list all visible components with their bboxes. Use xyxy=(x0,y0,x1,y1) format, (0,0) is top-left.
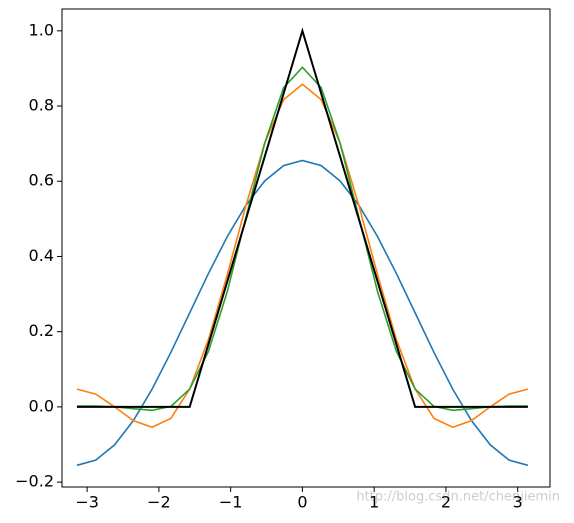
line xyxy=(76,159,529,467)
x-tick-label: −1 xyxy=(219,493,243,512)
x-tick-label: 0 xyxy=(297,493,307,512)
y-tick-label: 0.6 xyxy=(29,171,54,190)
y-tick-label: 0.4 xyxy=(29,246,54,265)
x-tick-label: −2 xyxy=(147,493,171,512)
y-tick-label: 0.8 xyxy=(29,96,54,115)
y-tick-label: −0.2 xyxy=(15,472,54,491)
y-tick-label: 1.0 xyxy=(29,20,54,39)
x-tick-label: 1 xyxy=(369,493,379,512)
y-tick-label: 0.0 xyxy=(29,396,54,415)
plot-frame xyxy=(61,8,551,488)
x-tick-label: 2 xyxy=(441,493,451,512)
watermark: http://blog.csdn.net/chenjiemin xyxy=(356,490,560,505)
line xyxy=(76,27,528,408)
line xyxy=(76,66,528,412)
y-tick-label: 0.2 xyxy=(29,321,54,340)
line xyxy=(76,83,529,429)
x-tick-label: 3 xyxy=(513,493,523,512)
x-tick-label: −3 xyxy=(75,493,99,512)
